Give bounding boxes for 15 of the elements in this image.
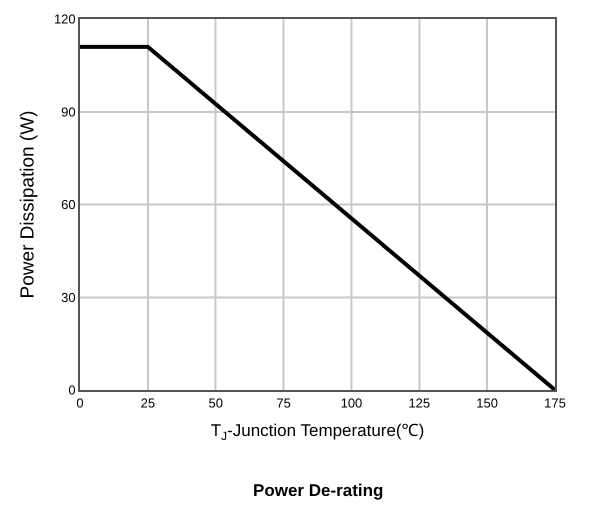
text: Power De-rating xyxy=(253,481,384,500)
x-axis-title: T$_{J}$-Junction Temperature(℃) xyxy=(210,421,424,443)
x-tick-label: 125 xyxy=(408,395,430,410)
y-tick-label: 0 xyxy=(68,382,76,398)
y-tick-label: 120 xyxy=(54,12,76,27)
x-tick-label: 175 xyxy=(544,395,566,410)
y-tick-label: 30 xyxy=(61,290,76,305)
y-tick-label: 60 xyxy=(61,197,76,212)
y-axis-title: Power Dissipation (W) xyxy=(17,110,38,298)
x-tick-label: 50 xyxy=(208,395,223,410)
x-tick-label: 100 xyxy=(340,395,362,410)
x-tick-label: 150 xyxy=(476,395,498,410)
x-tick-label: 25 xyxy=(140,395,156,410)
x-tick-label: 75 xyxy=(276,395,291,410)
y-tick-label: 90 xyxy=(61,104,76,120)
